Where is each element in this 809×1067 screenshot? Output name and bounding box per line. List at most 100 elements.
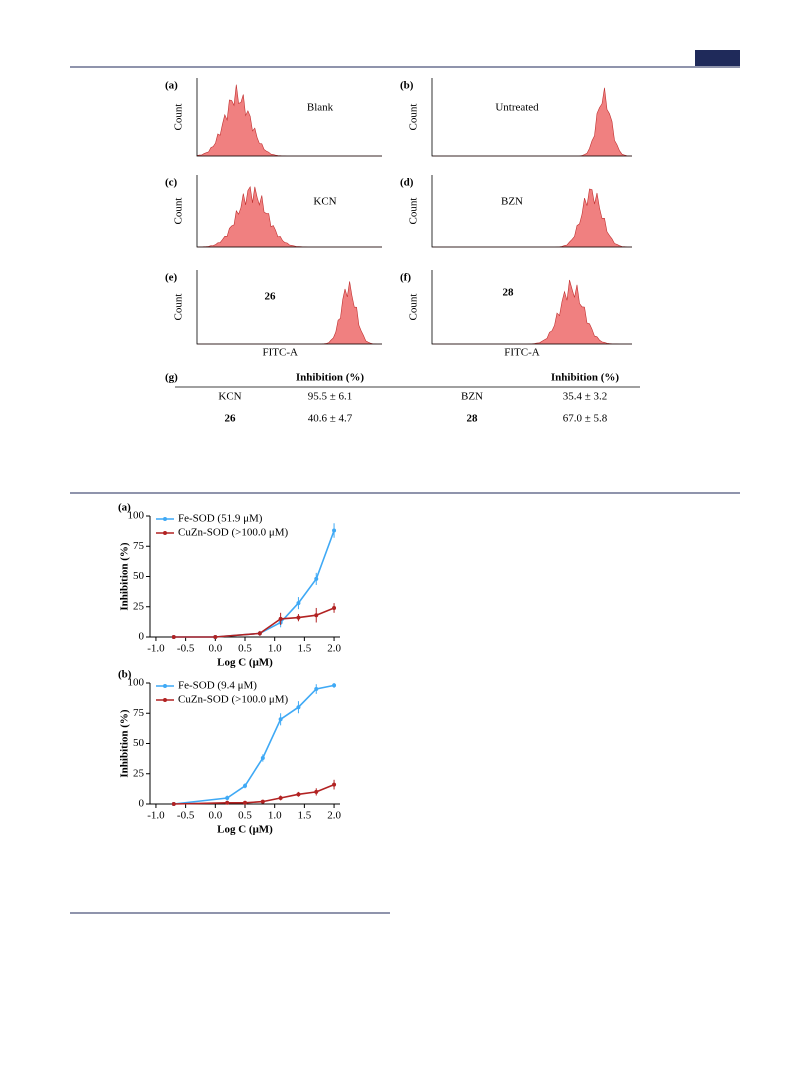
x-tick-label: 0.5 bbox=[238, 643, 252, 655]
y-tick-label: 75 bbox=[133, 540, 145, 552]
y-tick-label: 25 bbox=[133, 767, 145, 779]
data-point bbox=[332, 528, 337, 533]
panel-axes bbox=[431, 270, 632, 345]
series-line bbox=[173, 607, 335, 638]
data-point bbox=[171, 635, 176, 639]
panel-axes bbox=[196, 270, 382, 345]
histogram bbox=[197, 281, 382, 345]
histogram bbox=[196, 185, 382, 248]
data-point bbox=[296, 601, 301, 606]
data-point bbox=[243, 783, 247, 788]
y-tick-label: 0 bbox=[139, 631, 145, 643]
panel-label: (b) bbox=[118, 669, 132, 681]
y-tick-label: 75 bbox=[133, 707, 145, 719]
panel-label: (d) bbox=[400, 177, 414, 189]
x-tick-label: -0.5 bbox=[177, 643, 195, 655]
y-tick-label: 50 bbox=[133, 737, 145, 749]
data-point bbox=[257, 631, 262, 636]
table-header: Inhibition (%) bbox=[296, 372, 364, 384]
table-cell: 67.0 ± 5.8 bbox=[563, 413, 608, 425]
data-point bbox=[213, 635, 218, 639]
legend-marker bbox=[163, 684, 167, 688]
panel-name: BZN bbox=[501, 196, 523, 208]
table-label: (g) bbox=[165, 372, 178, 384]
y-axis-label: Inhibition (%) bbox=[119, 709, 131, 777]
x-tick-label: -1.0 bbox=[147, 643, 165, 655]
panel-label: (c) bbox=[165, 177, 178, 189]
data-point bbox=[278, 717, 283, 722]
panel-label: (a) bbox=[165, 80, 178, 92]
x-axis-label: Log C (μM) bbox=[217, 824, 273, 836]
histogram bbox=[432, 188, 632, 248]
table-cell: 35.4 ± 3.2 bbox=[563, 391, 608, 403]
panel-name: Untreated bbox=[495, 102, 539, 114]
y-tick-label: 0 bbox=[139, 798, 145, 810]
y-tick-label: 100 bbox=[128, 510, 145, 522]
data-point bbox=[260, 799, 265, 804]
x-tick-label: 2.0 bbox=[327, 643, 341, 655]
x-tick-label: 1.0 bbox=[268, 810, 282, 822]
y-axis-label: Inhibition (%) bbox=[119, 542, 131, 610]
data-point bbox=[171, 802, 176, 806]
data-point bbox=[296, 705, 301, 710]
data-point bbox=[314, 687, 319, 692]
data-point bbox=[243, 800, 247, 805]
axis-label: Count bbox=[408, 198, 420, 225]
series-line bbox=[173, 783, 335, 805]
panel-axes bbox=[431, 78, 632, 157]
data-point bbox=[332, 605, 337, 610]
legend-marker bbox=[163, 698, 167, 702]
axis-label: FITC-A bbox=[504, 347, 540, 359]
axis-label: Count bbox=[408, 294, 420, 321]
axis-label: Count bbox=[408, 104, 420, 131]
legend-label: Fe-SOD (51.9 μM) bbox=[178, 513, 263, 525]
data-point bbox=[225, 800, 230, 805]
table-cell: 40.6 ± 4.7 bbox=[308, 413, 353, 425]
table-cell: 28 bbox=[467, 413, 479, 425]
data-point bbox=[314, 789, 319, 794]
axis-label: FITC-A bbox=[263, 347, 299, 359]
panel-label: (e) bbox=[165, 272, 178, 284]
panel-name: 28 bbox=[503, 287, 515, 299]
data-point bbox=[260, 756, 265, 761]
legend-label: CuZn-SOD (>100.0 μM) bbox=[178, 694, 289, 706]
panel-name: KCN bbox=[313, 196, 336, 208]
table-header: Inhibition (%) bbox=[551, 372, 619, 384]
x-tick-label: 0.5 bbox=[238, 810, 252, 822]
data-point bbox=[332, 782, 337, 787]
series-line bbox=[173, 684, 335, 805]
y-tick-label: 100 bbox=[128, 677, 145, 689]
legend-label: Fe-SOD (9.4 μM) bbox=[178, 680, 257, 692]
x-tick-label: -0.5 bbox=[177, 810, 195, 822]
y-tick-label: 25 bbox=[133, 600, 145, 612]
data-point bbox=[278, 616, 283, 621]
x-tick-label: 1.5 bbox=[298, 810, 312, 822]
histogram bbox=[196, 84, 382, 157]
x-tick-label: 1.0 bbox=[268, 643, 282, 655]
panel-name: Blank bbox=[307, 102, 334, 114]
legend-label: CuZn-SOD (>100.0 μM) bbox=[178, 527, 289, 539]
data-point bbox=[314, 613, 319, 618]
panel-label: (f) bbox=[400, 272, 411, 284]
panel-axes bbox=[196, 175, 382, 248]
axis-label: Count bbox=[173, 104, 185, 131]
table-cell: KCN bbox=[218, 391, 241, 403]
panel-axes bbox=[196, 78, 382, 157]
table-cell: 26 bbox=[225, 413, 237, 425]
series-line bbox=[173, 530, 335, 638]
data-point bbox=[296, 792, 301, 797]
data-point bbox=[314, 576, 319, 581]
panel-axes bbox=[431, 175, 632, 248]
header-badge bbox=[695, 50, 740, 66]
data-point bbox=[296, 615, 301, 620]
legend-marker bbox=[163, 531, 167, 535]
table-cell: 95.5 ± 6.1 bbox=[308, 391, 353, 403]
histogram bbox=[432, 279, 632, 345]
data-point bbox=[278, 795, 283, 800]
x-tick-label: 2.0 bbox=[327, 810, 341, 822]
x-axis-label: Log C (μM) bbox=[217, 657, 273, 669]
axis-label: Count bbox=[173, 294, 185, 321]
data-point bbox=[225, 795, 230, 800]
panel-label: (b) bbox=[400, 80, 414, 92]
